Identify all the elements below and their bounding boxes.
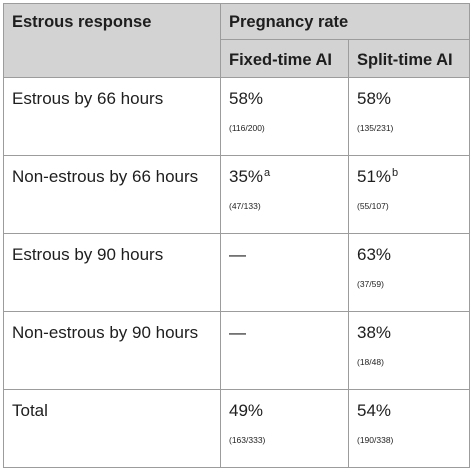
rate-value: 58% xyxy=(229,89,264,108)
table-row: Non-estrous by 90 hours — 38% (18/48) xyxy=(3,311,471,390)
row-label: Non-estrous by 90 hours xyxy=(3,311,221,390)
rate-value: 54% xyxy=(357,401,392,420)
rate-value: 63% xyxy=(357,245,392,264)
empty-dash: — xyxy=(229,245,246,264)
pregnancy-rate-table: Estrous response Pregnancy rate Fixed-ti… xyxy=(3,3,471,468)
split-time-cell: 54% (190/338) xyxy=(347,389,471,468)
fixed-time-cell: 35%a (47/133) xyxy=(220,155,349,234)
row-label: Estrous by 66 hours xyxy=(3,77,221,156)
split-time-cell: 58% (135/231) xyxy=(347,77,471,156)
fixed-time-cell: 49% (163/333) xyxy=(220,389,349,468)
significance-superscript: a xyxy=(264,167,271,179)
split-time-cell: 63% (37/59) xyxy=(347,233,471,312)
table-row: Non-estrous by 66 hours 35%a (47/133) 51… xyxy=(3,155,471,234)
count-value: (135/231) xyxy=(357,123,394,133)
rate-value: 58% xyxy=(357,89,392,108)
fixed-time-cell: 58% (116/200) xyxy=(220,77,349,156)
row-label: Estrous by 90 hours xyxy=(3,233,221,312)
count-value: (37/59) xyxy=(357,279,384,289)
pregnancy-rate-header: Pregnancy rate xyxy=(219,3,471,40)
split-time-cell: 51%b (55/107) xyxy=(347,155,471,234)
rate-value: 49% xyxy=(229,401,264,420)
significance-superscript: b xyxy=(392,167,399,179)
row-label: Non-estrous by 66 hours xyxy=(3,155,221,234)
split-time-cell: 38% (18/48) xyxy=(347,311,471,390)
count-value: (116/200) xyxy=(229,123,265,133)
rate-value: 51% xyxy=(357,167,392,186)
fixed-time-ai-header: Fixed-time AI xyxy=(220,39,349,78)
fixed-time-cell: — xyxy=(220,311,349,390)
empty-dash: — xyxy=(229,323,246,342)
estrous-response-header: Estrous response xyxy=(3,3,221,78)
count-value: (47/133) xyxy=(229,201,261,211)
rate-value: 38% xyxy=(357,323,392,342)
rate-value: 35% xyxy=(229,167,264,186)
fixed-time-cell: — xyxy=(220,233,349,312)
count-value: (163/333) xyxy=(229,435,266,445)
table-row: Estrous by 66 hours 58% (116/200) 58% (1… xyxy=(3,77,471,156)
row-label: Total xyxy=(3,389,221,468)
count-value: (190/338) xyxy=(357,435,394,445)
table-row: Total 49% (163/333) 54% (190/338) xyxy=(3,389,471,468)
split-time-ai-header: Split-time AI xyxy=(347,39,471,78)
count-value: (18/48) xyxy=(357,357,384,367)
count-value: (55/107) xyxy=(357,201,389,211)
table-row: Estrous by 90 hours — 63% (37/59) xyxy=(3,233,471,312)
